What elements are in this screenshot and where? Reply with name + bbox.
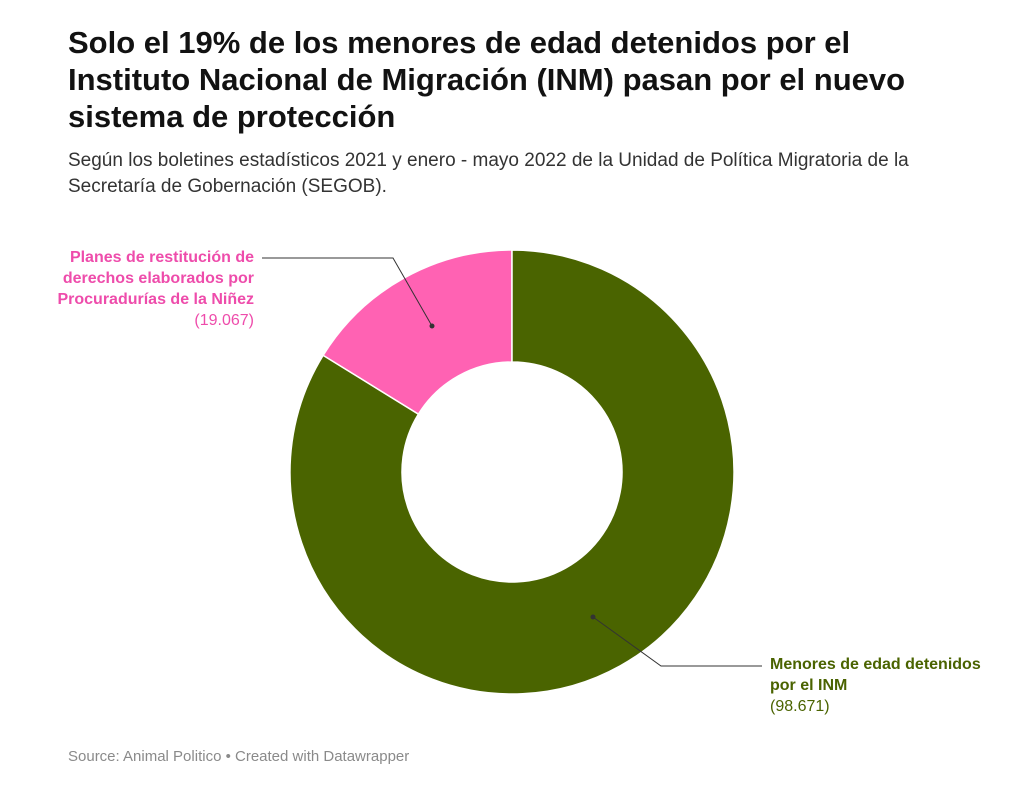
- donut-slices: [289, 249, 735, 695]
- chart-subtitle: Según los boletines estadísticos 2021 y …: [68, 150, 909, 197]
- slice-label-planes-name: Planes de restitución de derechos elabor…: [57, 249, 254, 308]
- slice-label-menores-name: Menores de edad detenidos por el INM: [770, 656, 981, 694]
- footer-credit: Created with Datawrapper: [235, 748, 410, 765]
- footer: Source: Animal Politico • Created with D…: [68, 748, 409, 765]
- slice-menores: [289, 249, 735, 695]
- footer-source: Source: Animal Politico: [68, 748, 222, 765]
- slice-label-planes-value: (19.067): [194, 312, 254, 329]
- leader-menores-line: [592, 616, 762, 667]
- chart-title: Solo el 19% de los menores de edad deten…: [68, 25, 906, 134]
- leader-planes-line: [262, 257, 433, 327]
- leader-menores-dot: [590, 614, 596, 620]
- slice-label-menores-value: (98.671): [770, 698, 830, 715]
- slice-planes: [322, 249, 513, 416]
- leader-planes-dot: [429, 323, 435, 329]
- slice-label-menores: Menores de edad detenidos por el INM (98…: [770, 654, 990, 717]
- footer-separator: •: [221, 748, 235, 765]
- leader-lines: [262, 257, 762, 667]
- slice-label-planes: Planes de restitución de derechos elabor…: [44, 247, 254, 331]
